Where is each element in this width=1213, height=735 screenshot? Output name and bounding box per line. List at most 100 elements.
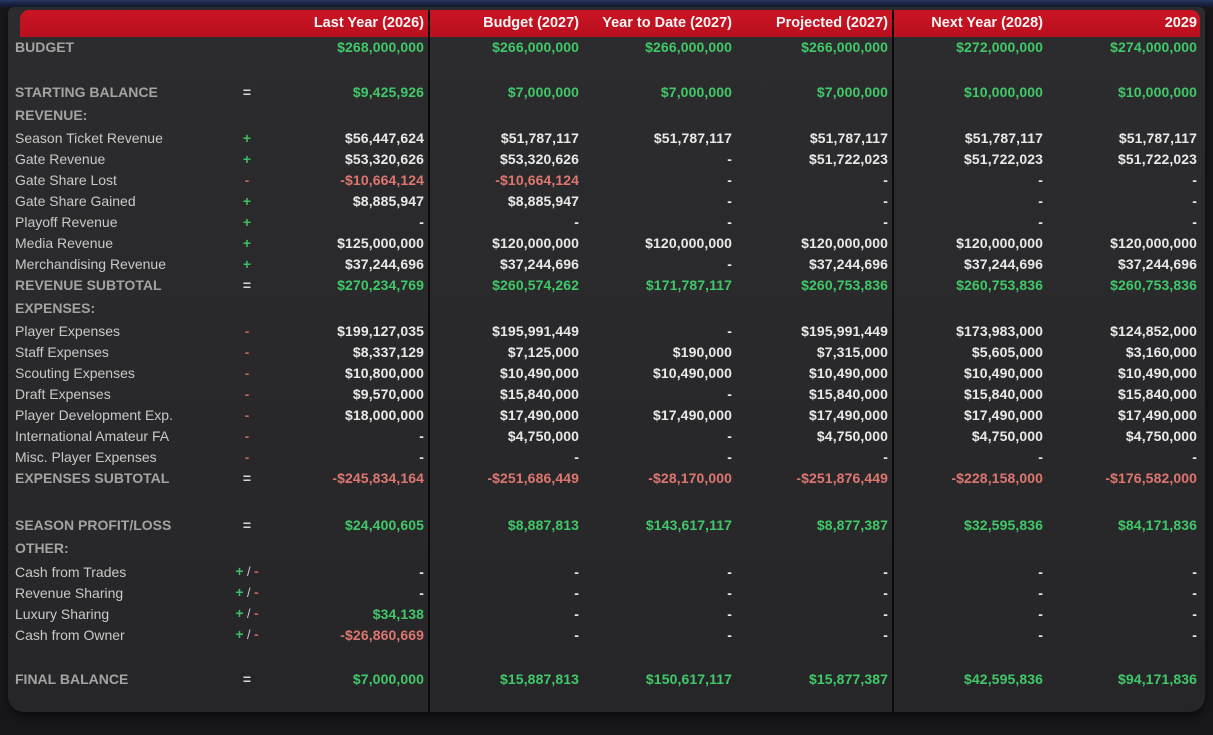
cell-value: - [883,449,888,465]
row-operator-plusminus: + / - [235,605,259,621]
row-label: International Amateur FA [15,428,170,444]
cell-value: - [1192,449,1197,465]
cell-value: $9,570,000 [352,386,424,402]
cell-value: $24,400,605 [345,517,424,533]
cell-value: - [727,584,732,601]
cell-value: $37,244,696 [345,256,424,272]
cell-value: - [727,172,732,188]
row-label: Gate Revenue [15,151,106,167]
cell-value: $37,244,696 [809,256,888,272]
row-label: Cash from Owner [15,626,125,643]
cell-value: $10,490,000 [1118,365,1197,381]
table-row: REVENUE SUBTOTAL = $270,234,769 $260,574,26… [8,275,1205,296]
cell-value: $8,885,947 [352,193,424,209]
cell-value: $10,000,000 [964,84,1043,100]
cell-value: $8,885,947 [507,193,579,209]
cell-value: $4,750,000 [1125,428,1197,444]
cell-value: - [727,428,732,444]
table-row: Luxury Sharing + / - $34,138 - - - - - [8,603,1205,624]
table-row: Staff Expenses - $8,337,129 $7,125,000 $190,… [8,342,1205,363]
cell-value: - [727,449,732,465]
cell-value: - [574,605,579,622]
row-label: EXPENSES: [15,300,96,316]
cell-value: $260,753,836 [801,277,888,293]
row-spacer [8,489,1205,515]
cell-value: $120,000,000 [1110,235,1197,251]
cell-value: - [883,193,888,209]
cell-value: $260,574,262 [492,277,579,293]
table-row: EXPENSES SUBTOTAL = -$245,834,164 -$251,686… [8,468,1205,489]
cell-value: -$245,834,164 [332,470,424,486]
column-header: Projected (2027) [775,15,888,31]
cell-value: $51,787,117 [1118,130,1197,146]
row-operator-equals: = [242,84,252,100]
table-row: Cash from Owner + / - -$26,860,669 - - - - - [8,624,1205,645]
cell-value: $120,000,000 [492,235,579,251]
cell-value: - [1038,605,1043,622]
cell-value: -$251,876,449 [796,470,888,486]
cell-value: $199,127,035 [337,323,424,339]
row-label: Player Development Exp. [15,407,173,423]
cell-value: $195,991,449 [801,323,888,339]
row-operator-plus: + [242,151,252,167]
cell-value: $260,753,836 [1110,277,1197,293]
row-label: Scouting Expenses [15,365,135,381]
cell-value: - [883,172,888,188]
budget-table-body: BUDGET $268,000,000 $266,000,000 $266,000,0… [8,37,1205,690]
cell-value: $51,722,023 [964,151,1043,167]
cell-value: - [1038,584,1043,601]
table-row: OTHER: [8,536,1205,561]
cell-value: - [1038,563,1043,580]
table-row: Scouting Expenses - $10,800,000 $10,490,000… [8,363,1205,384]
cell-value: - [574,214,579,230]
cell-value: $17,490,000 [500,407,579,423]
cell-value: $56,447,624 [345,130,424,146]
cell-value: - [1192,584,1197,601]
cell-value: $10,490,000 [809,365,888,381]
cell-value: $266,000,000 [801,39,888,55]
cell-value: -$28,170,000 [648,470,732,486]
table-row: Gate Revenue + $53,320,626 $53,320,626 - $51,… [8,149,1205,170]
cell-value: $7,000,000 [352,671,424,687]
cell-value: $17,490,000 [653,407,732,423]
cell-value: $266,000,000 [645,39,732,55]
cell-value: $37,244,696 [964,256,1043,272]
row-operator-minus: - [244,172,250,188]
row-label: Gate Share Lost [15,172,117,188]
cell-value: $15,840,000 [964,386,1043,402]
row-label: Staff Expenses [15,344,109,360]
cell-value: $8,337,129 [352,344,424,360]
cell-value: $125,000,000 [337,235,424,251]
row-operator-equals: = [242,671,252,687]
cell-value: $8,877,387 [816,517,888,533]
row-label: Playoff Revenue [15,214,118,230]
row-label: Media Revenue [15,235,114,251]
cell-value: -$176,582,000 [1105,470,1197,486]
row-operator-plus: + [242,130,252,146]
column-header: Next Year (2028) [931,15,1043,31]
cell-value: $7,315,000 [816,344,888,360]
table-row: Season Ticket Revenue + $56,447,624 $51,787… [8,128,1205,149]
cell-value: $143,617,117 [645,517,732,533]
table-row: Player Expenses - $199,127,035 $195,991,449… [8,321,1205,342]
cell-value: $51,787,117 [809,130,888,146]
column-header: 2029 [1164,15,1197,31]
row-operator-plusminus: + / - [235,626,259,642]
row-label: REVENUE: [15,107,88,123]
row-operator-minus: - [244,323,250,339]
row-spacer [8,58,1205,82]
cell-value: - [1192,563,1197,580]
row-operator-equals: = [242,277,252,293]
cell-value: $124,852,000 [1110,323,1197,339]
cell-value: - [883,605,888,622]
cell-value: $4,750,000 [816,428,888,444]
cell-value: $173,983,000 [956,323,1043,339]
table-row: Player Development Exp. - $18,000,000 $17,4… [8,405,1205,426]
cell-value: $15,877,387 [809,671,888,687]
cell-value: $34,138 [372,605,424,622]
cell-value: $51,787,117 [653,130,732,146]
table-row: Merchandising Revenue + $37,244,696 $37,244… [8,254,1205,275]
cell-value: - [883,214,888,230]
cell-value: $150,617,117 [645,671,732,687]
budget-panel: Last Year (2026) Budget (2027) Year to Dat… [8,7,1205,712]
